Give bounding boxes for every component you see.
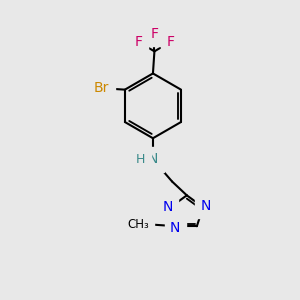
Text: N: N (148, 152, 158, 167)
Text: N: N (162, 200, 173, 214)
Text: F: F (150, 27, 158, 41)
Text: F: F (167, 34, 175, 49)
Text: H: H (136, 153, 145, 166)
Text: Br: Br (94, 81, 109, 95)
Text: N: N (201, 199, 211, 213)
Text: N: N (170, 221, 181, 235)
Text: CH₃: CH₃ (127, 218, 149, 231)
Text: F: F (134, 34, 142, 49)
